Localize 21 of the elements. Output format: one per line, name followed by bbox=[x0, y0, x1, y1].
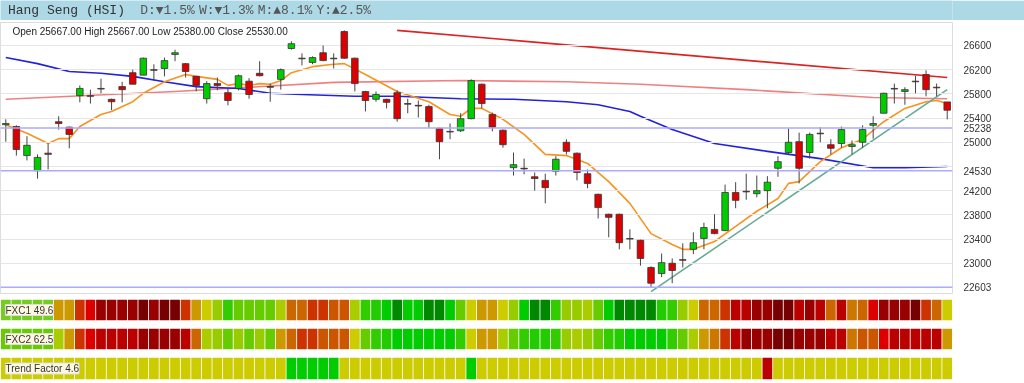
annotation: Trend Factor 4.6 bbox=[5, 363, 80, 374]
text: D:▼1.5% bbox=[140, 3, 195, 18]
y-tick-label: 25400 bbox=[963, 113, 992, 125]
y-tick-label: 23000 bbox=[963, 258, 992, 270]
annotation: FXC1 49.6 bbox=[5, 304, 54, 316]
y-tick-label: 23400 bbox=[963, 234, 992, 246]
y-tick-label: 26600 bbox=[963, 40, 992, 52]
text: Y:▲2.5% bbox=[316, 3, 372, 18]
ref-line-label: 24530 bbox=[963, 165, 992, 177]
y-tick-label: 25800 bbox=[963, 88, 992, 100]
text: M:▲8.1% bbox=[257, 3, 313, 18]
y-tick-label: 24200 bbox=[963, 185, 992, 197]
annotation: FXC2 62.5 bbox=[5, 333, 54, 345]
chart-subtitle: Open 25667.00 High 25667.00 Low 25380.00 Close 25530.00 bbox=[12, 25, 289, 37]
ref-line-label: 22603 bbox=[963, 282, 992, 294]
y-tick-label: 25000 bbox=[963, 137, 992, 149]
y-tick-label: 23800 bbox=[963, 209, 992, 221]
y-tick-label: 26200 bbox=[963, 64, 992, 76]
text: W:▼1.3% bbox=[198, 3, 254, 18]
chart-title: Hang Seng (HSI) bbox=[7, 3, 125, 18]
ref-line-label: 25238 bbox=[963, 122, 992, 134]
